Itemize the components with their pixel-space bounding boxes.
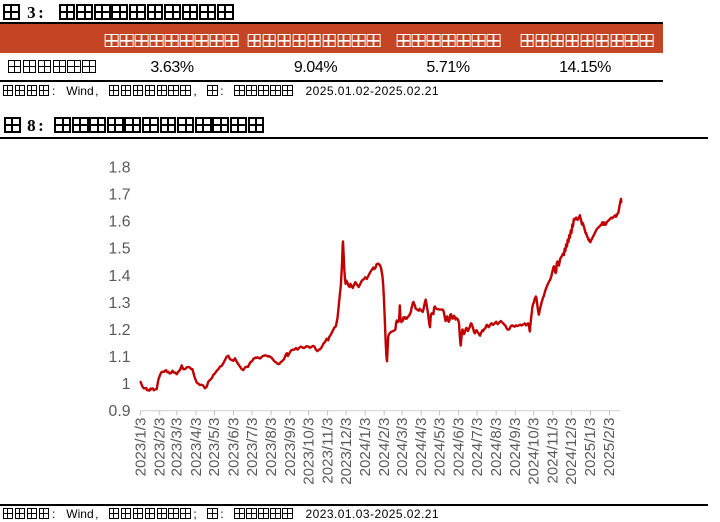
svg-text:1.5: 1.5: [109, 241, 131, 258]
svg-text:2024/4/3: 2024/4/3: [413, 418, 430, 477]
svg-text:1.6: 1.6: [109, 214, 131, 231]
svg-text:2023/3/3: 2023/3/3: [169, 418, 186, 477]
svg-text:2023/2/3: 2023/2/3: [152, 418, 169, 477]
svg-text:1.4: 1.4: [109, 268, 131, 285]
svg-text:2025/2/3: 2025/2/3: [601, 418, 618, 477]
svg-text:1.7: 1.7: [109, 187, 131, 204]
svg-text:2023/8/3: 2023/8/3: [263, 418, 280, 477]
svg-text:2024/1/3: 2024/1/3: [357, 418, 374, 477]
svg-text:1.2: 1.2: [109, 322, 131, 339]
svg-text:2023/6/3: 2023/6/3: [225, 418, 242, 477]
svg-text:1.8: 1.8: [109, 160, 131, 177]
svg-text:2024/6/3: 2024/6/3: [451, 418, 468, 477]
svg-text:2024/12/3: 2024/12/3: [563, 418, 580, 485]
svg-text:2024/2/3: 2024/2/3: [376, 418, 393, 477]
svg-text:2023/4/3: 2023/4/3: [188, 418, 205, 477]
svg-text:2023/1/3: 2023/1/3: [132, 418, 149, 477]
svg-text:1.3: 1.3: [109, 295, 131, 312]
svg-text:1.1: 1.1: [109, 349, 131, 366]
svg-text:2025/1/3: 2025/1/3: [582, 418, 599, 477]
svg-text:2023/9/3: 2023/9/3: [282, 418, 299, 477]
svg-text:2023/11/3: 2023/11/3: [319, 418, 336, 484]
svg-text:2024/5/3: 2024/5/3: [431, 418, 448, 477]
svg-text:2023/7/3: 2023/7/3: [244, 418, 261, 477]
svg-text:2023/5/3: 2023/5/3: [206, 418, 223, 477]
svg-text:1: 1: [122, 376, 131, 393]
svg-text:2024/11/3: 2024/11/3: [545, 418, 562, 484]
svg-text:2024/9/3: 2024/9/3: [507, 418, 524, 477]
svg-text:2024/7/3: 2024/7/3: [469, 418, 486, 477]
svg-text:2024/8/3: 2024/8/3: [488, 418, 505, 477]
svg-text:2023/12/3: 2023/12/3: [338, 418, 355, 485]
svg-text:2024/3/3: 2024/3/3: [394, 418, 411, 477]
svg-text:0.9: 0.9: [109, 403, 131, 420]
svg-text:2023/10/3: 2023/10/3: [300, 418, 317, 485]
svg-text:2024/10/3: 2024/10/3: [526, 418, 543, 485]
